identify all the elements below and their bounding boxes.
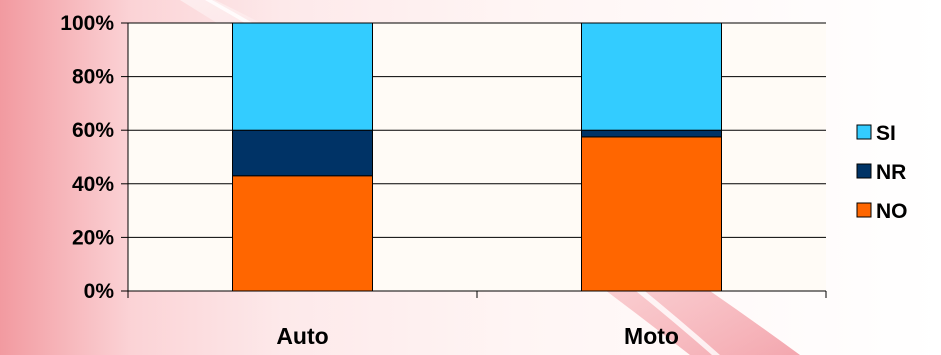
y-tick-label: 20% [72,226,114,249]
legend-swatch-no [856,202,872,218]
bar-segment-auto-nr [232,129,373,177]
y-tick-label: 0% [84,280,115,303]
y-tick-label: 100% [60,12,114,35]
y-tick-label: 60% [72,119,114,142]
bar-segment-moto-nr [581,129,722,138]
legend: SI NR NO [856,122,908,223]
bar-segment-moto-no [581,136,722,292]
x-axis-categories: Auto Moto [276,323,679,349]
x-category-label: Moto [624,323,679,349]
axes [121,23,827,298]
y-tick-label: 40% [72,173,114,196]
bar-segment-auto-no [232,175,373,292]
bars [232,22,722,292]
legend-swatch-si [856,124,872,140]
legend-label-no: NO [876,200,908,223]
bar-segment-auto-si [232,22,373,131]
y-tick-label: 80% [72,66,114,89]
legend-swatch-nr [856,163,872,179]
legend-label-si: SI [876,122,896,145]
y-axis-ticks: 0% 20% 40% 60% 80% 100% [60,12,128,303]
x-category-label: Auto [276,323,328,349]
bar-segment-moto-si [581,22,722,131]
legend-label-nr: NR [876,161,906,184]
